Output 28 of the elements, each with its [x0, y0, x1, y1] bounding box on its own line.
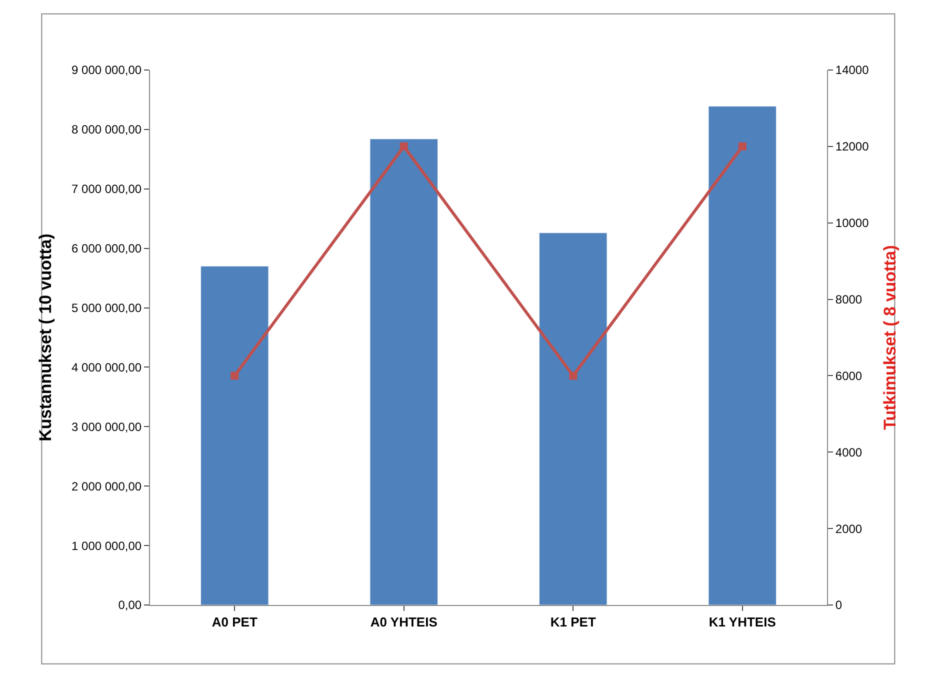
- y-tick-label: 4 000 000,00: [72, 360, 142, 374]
- y2-tick-label: 14000: [835, 63, 870, 78]
- bar: [708, 106, 776, 605]
- y-tick-label: 7 000 000,00: [72, 182, 142, 196]
- x-tick-label: A0 YHTEIS: [370, 614, 438, 630]
- x-tick-label: A0 PET: [212, 614, 258, 630]
- y-tick-label: 9 000 000,00: [72, 63, 142, 78]
- y-tick-label: 0,00: [118, 598, 142, 612]
- y-tick-label: 6 000 000,00: [72, 242, 142, 256]
- y2-tick-label: 12000: [835, 140, 870, 154]
- y2-tick-label: 0: [835, 598, 842, 612]
- y-tick-label: 1 000 000,00: [72, 538, 142, 553]
- y2-tick-label: 4000: [835, 445, 862, 460]
- bar: [370, 138, 438, 605]
- y2-tick-label: 8000: [835, 292, 862, 306]
- y-tick-label: 8 000 000,00: [72, 122, 142, 137]
- y2-tick-label: 10000: [835, 216, 870, 230]
- bar: [200, 266, 269, 605]
- x-tick-label: K1 YHTEIS: [708, 614, 776, 630]
- y-axis-title: Kustannukset ( 10 vuotta): [36, 234, 56, 442]
- y-tick-label: 3 000 000,00: [72, 420, 142, 434]
- y-tick-label: 5 000 000,00: [72, 300, 142, 315]
- bar: [539, 232, 608, 605]
- y2-tick-label: 2000: [835, 522, 862, 536]
- x-tick-label: K1 PET: [550, 614, 596, 630]
- y-tick-label: 2 000 000,00: [72, 479, 142, 494]
- y2-tick-label: 6000: [835, 368, 862, 383]
- y2-axis-title: Tutkimukset ( 8 vuotta): [880, 245, 900, 430]
